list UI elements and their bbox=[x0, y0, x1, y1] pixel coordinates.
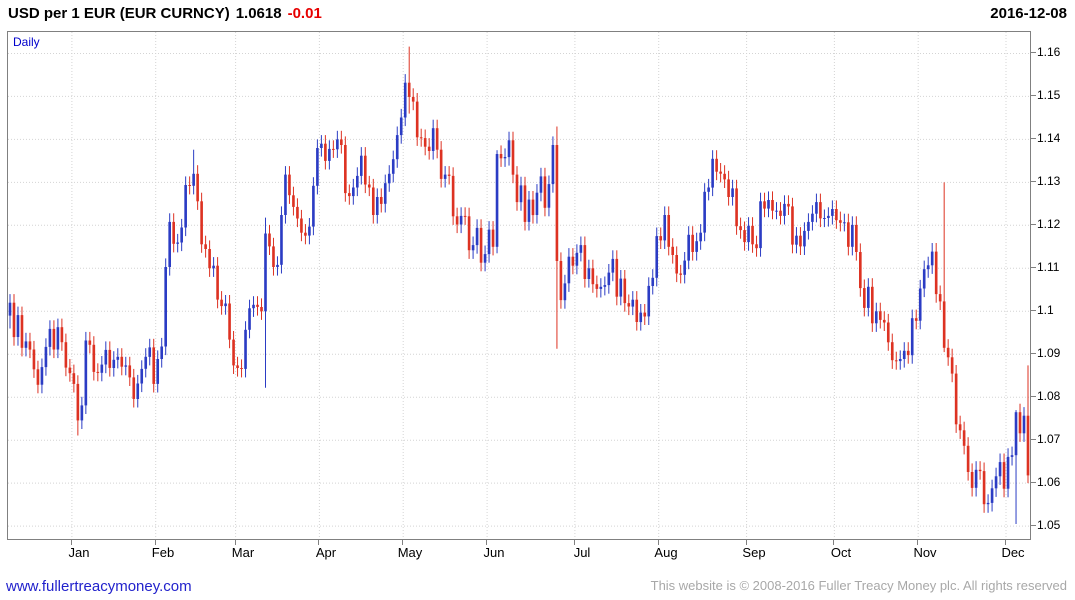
y-tick-label: 1.06 bbox=[1037, 475, 1061, 490]
y-tick-mark bbox=[1031, 181, 1036, 182]
x-tick-mark bbox=[658, 540, 659, 545]
copyright-text: This website is © 2008-2016 Fuller Treac… bbox=[650, 578, 1067, 593]
x-tick-mark bbox=[71, 540, 72, 545]
y-tick-label: 1.12 bbox=[1037, 217, 1061, 232]
x-tick-mark bbox=[917, 540, 918, 545]
x-tick-mark bbox=[318, 540, 319, 545]
x-tick-label: Jan bbox=[68, 545, 90, 560]
x-tick-label: Apr bbox=[315, 545, 337, 560]
y-tick-mark bbox=[1031, 525, 1036, 526]
price-change: -0.01 bbox=[287, 5, 322, 22]
x-tick-label: Mar bbox=[231, 545, 255, 560]
y-tick-label: 1.14 bbox=[1037, 131, 1061, 146]
x-tick-mark bbox=[486, 540, 487, 545]
x-tick-label: Aug bbox=[654, 545, 678, 560]
x-tick-label: Nov bbox=[913, 545, 937, 560]
timeframe-label: Daily bbox=[13, 35, 40, 49]
candlestick-svg bbox=[8, 32, 1030, 539]
x-tick-label: Feb bbox=[151, 545, 175, 560]
y-tick-mark bbox=[1031, 353, 1036, 354]
y-tick-label: 1.08 bbox=[1037, 389, 1061, 404]
x-tick-mark bbox=[833, 540, 834, 545]
y-tick-label: 1.1 bbox=[1037, 303, 1054, 318]
last-price: 1.0618 bbox=[235, 5, 282, 22]
y-tick-label: 1.05 bbox=[1037, 518, 1061, 533]
y-tick-mark bbox=[1031, 224, 1036, 225]
title-area: USD per 1 EUR (EUR CURNCY) 1.0618 -0.01 bbox=[8, 5, 328, 22]
y-tick-label: 1.15 bbox=[1037, 88, 1061, 103]
y-tick-mark bbox=[1031, 95, 1036, 96]
x-tick-label: Jul bbox=[573, 545, 591, 560]
x-tick-label: Oct bbox=[830, 545, 852, 560]
y-tick-label: 1.07 bbox=[1037, 432, 1061, 447]
chart-title: USD per 1 EUR (EUR CURNCY) bbox=[8, 5, 230, 22]
x-tick-label: Sep bbox=[742, 545, 766, 560]
y-tick-mark bbox=[1031, 267, 1036, 268]
x-tick-label: May bbox=[397, 545, 423, 560]
y-tick-mark bbox=[1031, 310, 1036, 311]
site-link[interactable]: www.fullertreacymoney.com bbox=[6, 578, 192, 595]
chart-header: USD per 1 EUR (EUR CURNCY) 1.0618 -0.01 20… bbox=[8, 5, 1067, 22]
x-tick-mark bbox=[746, 540, 747, 545]
y-tick-mark bbox=[1031, 439, 1036, 440]
y-tick-label: 1.16 bbox=[1037, 45, 1061, 60]
y-tick-mark bbox=[1031, 396, 1036, 397]
x-tick-mark bbox=[402, 540, 403, 545]
y-tick-label: 1.11 bbox=[1037, 260, 1060, 275]
x-tick-label: Jun bbox=[483, 545, 505, 560]
y-tick-mark bbox=[1031, 482, 1036, 483]
x-tick-mark bbox=[1005, 540, 1006, 545]
x-tick-mark bbox=[235, 540, 236, 545]
y-tick-mark bbox=[1031, 52, 1036, 53]
x-tick-label: Dec bbox=[1001, 545, 1025, 560]
y-tick-label: 1.13 bbox=[1037, 174, 1061, 189]
price-chart[interactable]: Daily bbox=[7, 31, 1031, 540]
y-tick-label: 1.09 bbox=[1037, 346, 1061, 361]
x-tick-mark bbox=[155, 540, 156, 545]
y-tick-mark bbox=[1031, 138, 1036, 139]
x-tick-mark bbox=[574, 540, 575, 545]
chart-date: 2016-12-08 bbox=[990, 5, 1067, 22]
